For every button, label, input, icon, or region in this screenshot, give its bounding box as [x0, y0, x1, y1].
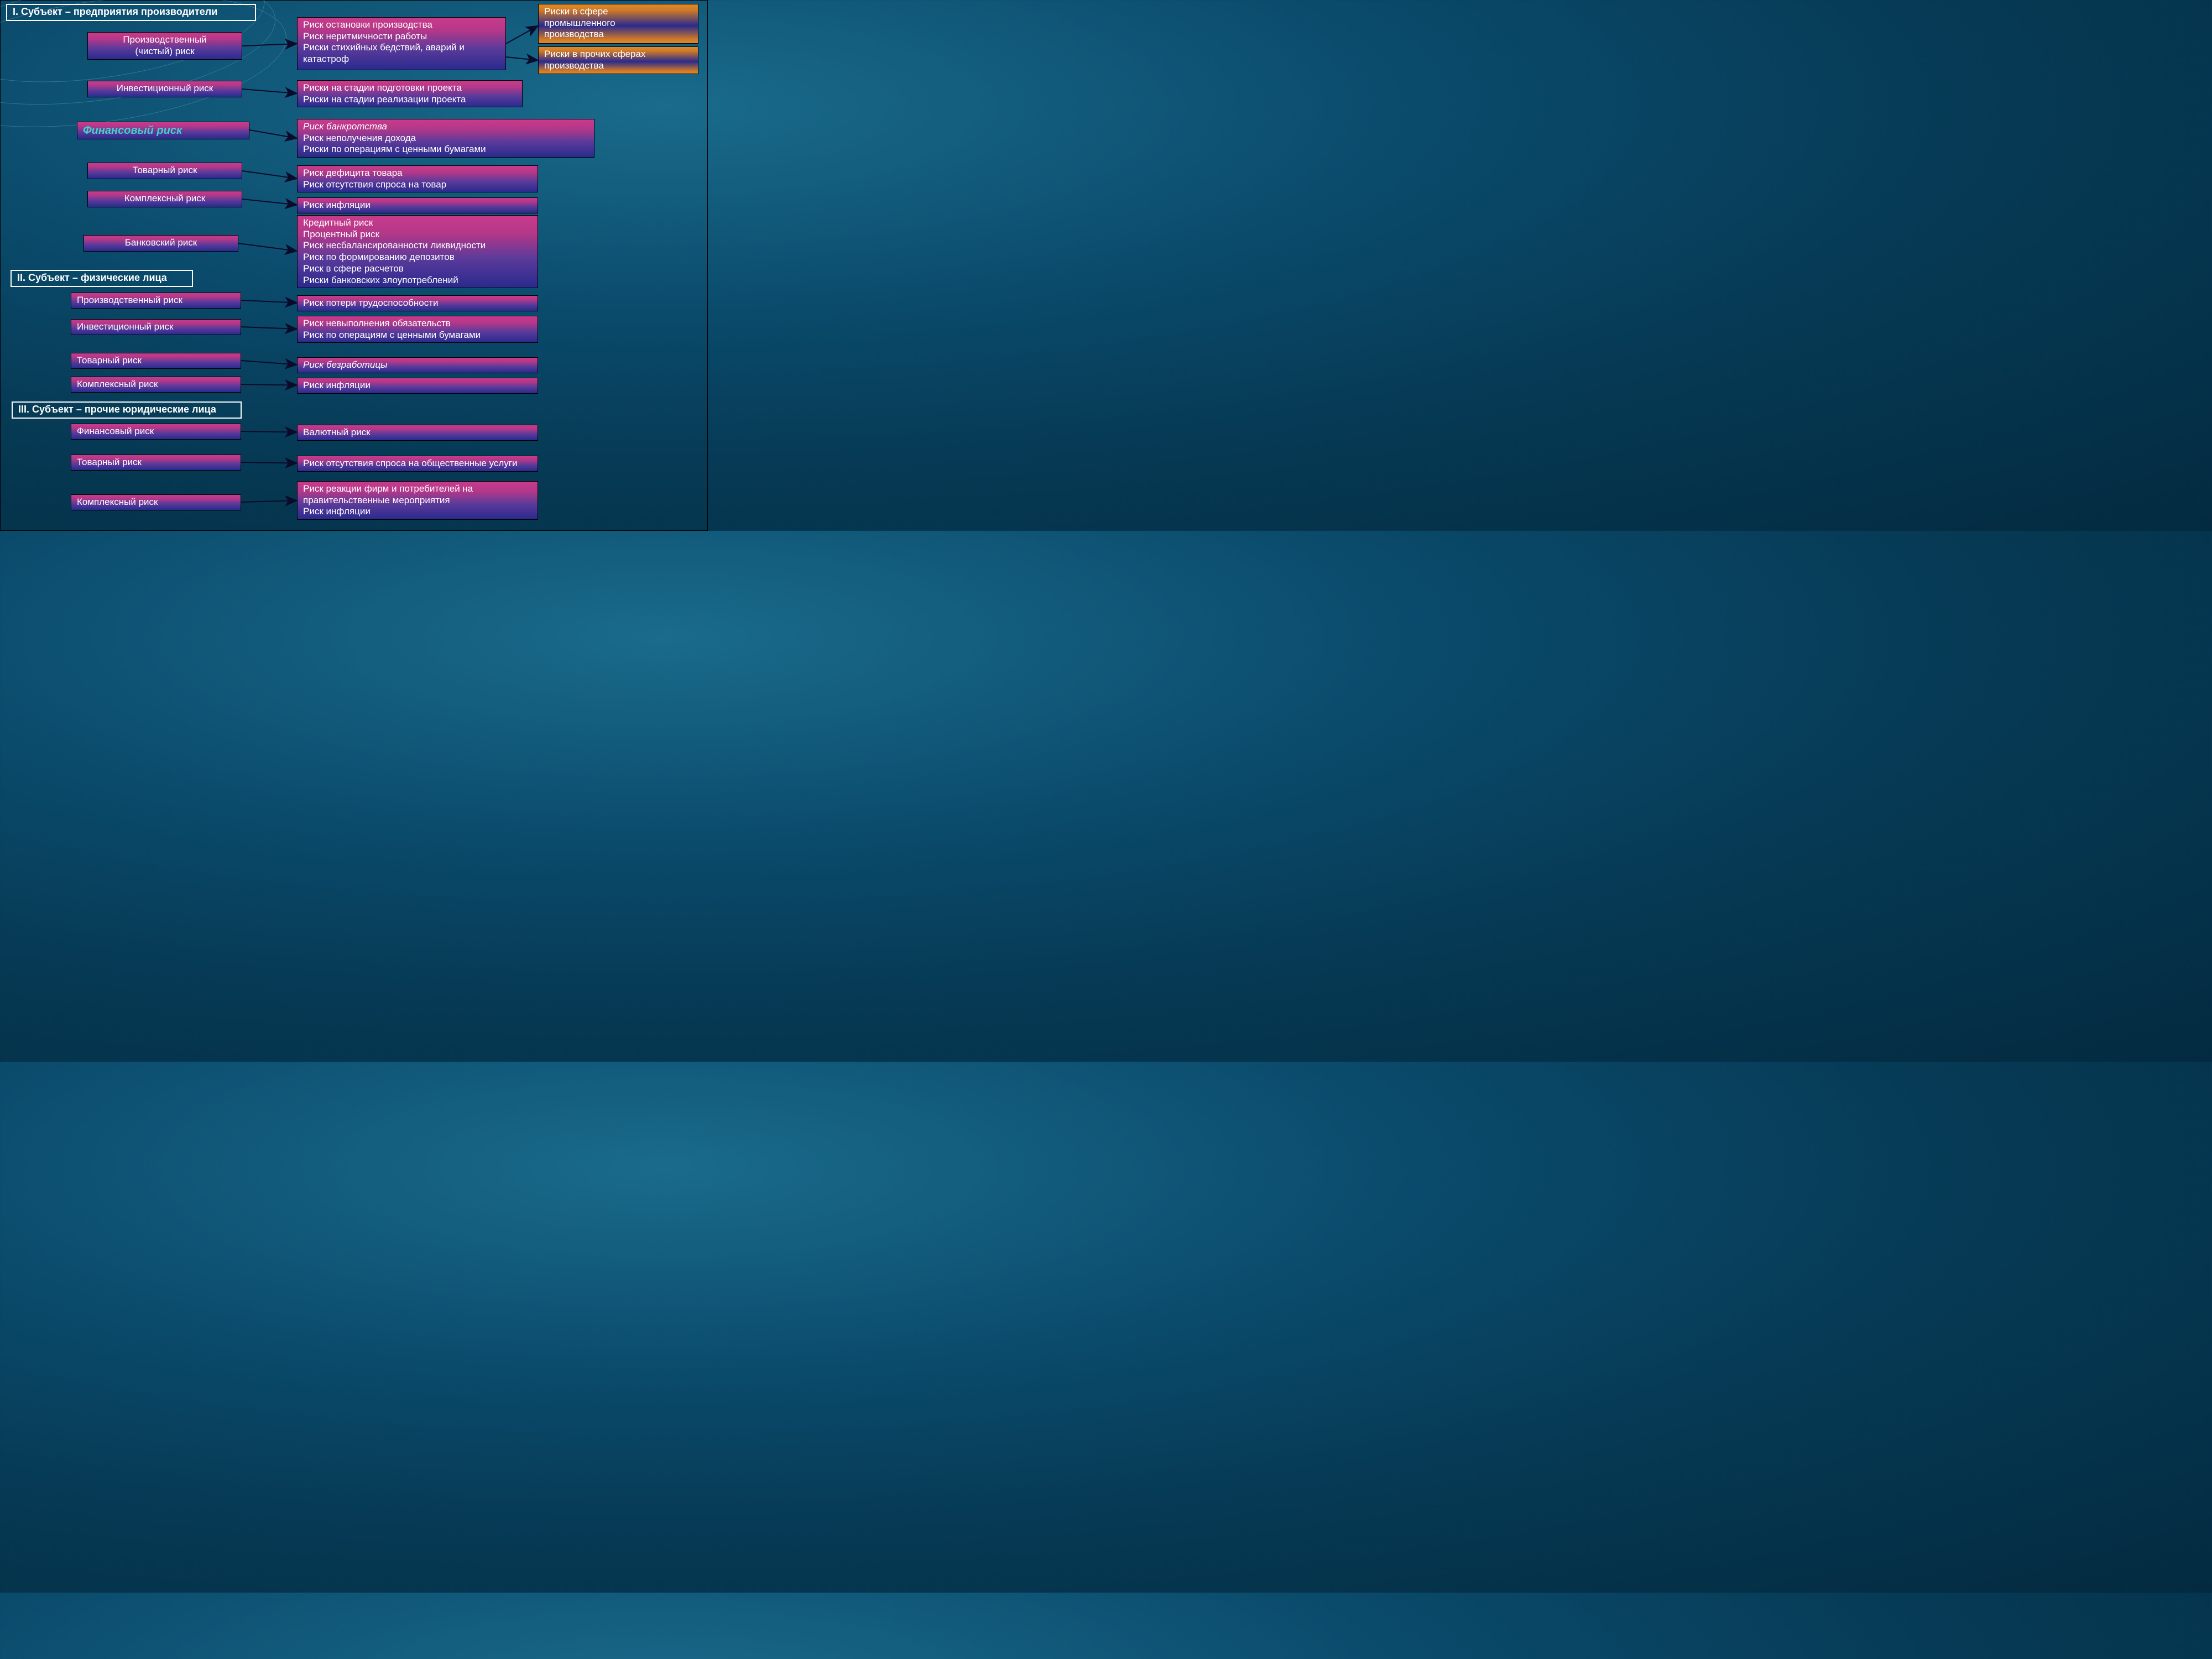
left-box-l_complex1: Комплексный риск [87, 191, 242, 207]
right-box-r_fin1: Риск банкротстваРиск неполучения доходаР… [297, 119, 594, 158]
right-box-r_fin1-line-1: Риск неполучения дохода [303, 133, 588, 144]
section-2-header: II. Субъект – физические лица [11, 270, 193, 287]
section-3-label: III. Субъект – прочие юридические лица [18, 404, 216, 415]
right-box-r_invest2-line-0: Риск невыполнения обязательств [303, 318, 532, 330]
right-box-r_bank1-line-3: Риск по формированию депозитов [303, 252, 532, 263]
left-box-l_invest2-line-0: Инвестиционный риск [77, 321, 235, 333]
left-box-l_tovar2-line-0: Товарный риск [77, 355, 235, 367]
left-box-l_complex2: Комплексный риск [71, 377, 241, 393]
left-box-l_prod2: Производственный риск [71, 293, 241, 309]
right-box-r_tovar1-line-0: Риск дефицита товара [303, 168, 532, 179]
left-box-l_tovar3-line-0: Товарный риск [77, 457, 235, 468]
right-box-r_bank1-line-5: Риски банковских злоупотреблений [303, 275, 532, 286]
orange-box-or2-line-1: производства [544, 60, 692, 72]
right-box-r_invest1-line-0: Риски на стадии подготовки проекта [303, 82, 517, 94]
left-box-l_prod1: Производственный(чистый) риск [87, 32, 242, 60]
right-box-r_complex1: Риск инфляции [297, 197, 538, 213]
arrow-14 [506, 57, 538, 60]
right-box-r_complex1-line-0: Риск инфляции [303, 200, 532, 211]
left-box-l_complex3: Комплексный риск [71, 494, 241, 510]
orange-box-or2: Риски в прочих сферахпроизводства [538, 46, 698, 74]
right-box-r_bank1-line-0: Кредитный риск [303, 217, 532, 229]
right-box-r_prod2-line-0: Риск потери трудоспособности [303, 298, 532, 309]
right-box-r_fin1-line-0: Риск банкротства [303, 121, 588, 133]
left-box-l_fin1: Финансовый риск [77, 122, 249, 139]
right-box-r_complex2-line-0: Риск инфляции [303, 380, 532, 392]
arrow-5 [238, 243, 297, 251]
orange-box-or2-line-0: Риски в прочих сферах [544, 49, 692, 60]
right-box-r_fin3: Валютный риск [297, 425, 538, 441]
right-box-r_tovar3: Риск отсутствия спроса на общественные у… [297, 456, 538, 472]
right-box-r_prod1-line-0: Риск остановки производства [303, 19, 500, 31]
left-box-l_fin3: Финансовый риск [71, 424, 241, 440]
right-box-r_bank1-line-2: Риск несбалансированности ликвидности [303, 240, 532, 252]
right-box-r_tovar2-line-0: Риск безработицы [303, 359, 532, 371]
section-1-header: I. Субъект – предприятия производители [6, 4, 256, 21]
arrow-13 [506, 26, 538, 44]
right-box-r_prod1-line-2: Риски стихийных бедствий, аварий и [303, 42, 500, 54]
orange-box-or1: Риски в сферепромышленногопроизводства [538, 4, 698, 44]
left-box-l_invest2: Инвестиционный риск [71, 319, 241, 335]
left-box-l_prod1-line-0: Производственный [93, 34, 236, 46]
arrow-9 [241, 384, 297, 385]
section-1-label: I. Субъект – предприятия производители [13, 6, 217, 17]
right-box-r_complex3-line-0: Риск реакции фирм и потребителей на [303, 483, 532, 495]
right-box-r_invest2-line-1: Риск по операциям с ценными бумагами [303, 330, 532, 341]
right-box-r_tovar2: Риск безработицы [297, 357, 538, 373]
arrow-0 [242, 44, 297, 46]
right-box-r_bank1: Кредитный рискПроцентный рискРиск несбал… [297, 215, 538, 288]
arrow-2 [249, 130, 297, 138]
right-box-r_prod2: Риск потери трудоспособности [297, 295, 538, 311]
right-box-r_complex3: Риск реакции фирм и потребителей направи… [297, 481, 538, 520]
right-box-r_tovar3-line-0: Риск отсутствия спроса на общественные у… [303, 458, 532, 469]
right-box-r_prod1-line-3: катастроф [303, 54, 500, 65]
left-box-l_tovar2: Товарный риск [71, 353, 241, 369]
left-box-l_complex3-line-0: Комплексный риск [77, 497, 235, 508]
arrow-12 [241, 500, 297, 502]
right-box-r_complex2: Риск инфляции [297, 378, 538, 394]
right-box-r_fin1-line-2: Риски по операциям с ценными бумагами [303, 144, 588, 155]
arrow-4 [242, 199, 297, 205]
left-box-l_invest1-line-0: Инвестиционный риск [93, 83, 236, 95]
right-box-r_fin3-line-0: Валютный риск [303, 427, 532, 439]
right-box-r_tovar1: Риск дефицита товараРиск отсутствия спро… [297, 165, 538, 192]
arrow-3 [242, 171, 297, 179]
arrow-1 [242, 89, 297, 93]
orange-box-or1-line-0: Риски в сфере [544, 6, 692, 18]
left-box-l_bank1-line-0: Банковский риск [90, 237, 232, 249]
right-box-r_prod1-line-1: Риск неритмичности работы [303, 31, 500, 43]
right-box-r_bank1-line-4: Риск в сфере расчетов [303, 263, 532, 275]
arrow-7 [241, 327, 297, 329]
arrow-10 [241, 431, 297, 432]
right-box-r_bank1-line-1: Процентный риск [303, 229, 532, 241]
left-box-l_complex2-line-0: Комплексный риск [77, 379, 235, 390]
arrow-8 [241, 361, 297, 365]
right-box-r_invest2: Риск невыполнения обязательствРиск по оп… [297, 316, 538, 343]
left-box-l_fin3-line-0: Финансовый риск [77, 426, 235, 437]
right-box-r_invest1-line-1: Риски на стадии реализации проекта [303, 94, 517, 106]
left-box-l_complex1-line-0: Комплексный риск [93, 193, 236, 205]
left-box-l_prod2-line-0: Производственный риск [77, 295, 235, 306]
right-box-r_tovar1-line-1: Риск отсутствия спроса на товар [303, 179, 532, 191]
orange-box-or1-line-1: промышленного [544, 18, 692, 29]
left-box-l_tovar3: Товарный риск [71, 455, 241, 471]
left-box-l_prod1-line-1: (чистый) риск [93, 46, 236, 58]
left-box-l_tovar1-line-0: Товарный риск [93, 165, 236, 176]
section-3-header: III. Субъект – прочие юридические лица [12, 401, 242, 419]
section-2-label: II. Субъект – физические лица [17, 272, 167, 283]
left-box-l_invest1: Инвестиционный риск [87, 81, 242, 97]
right-box-r_prod1: Риск остановки производстваРиск неритмич… [297, 17, 506, 70]
left-box-l_tovar1: Товарный риск [87, 163, 242, 179]
right-box-r_invest1: Риски на стадии подготовки проектаРиски … [297, 80, 523, 107]
right-box-r_complex3-line-2: Риск инфляции [303, 506, 532, 518]
right-box-r_complex3-line-1: правительственные мероприятия [303, 495, 532, 507]
arrow-6 [241, 300, 297, 303]
arrow-11 [241, 462, 297, 463]
left-box-l_fin1-line-0: Финансовый риск [83, 124, 243, 137]
left-box-l_bank1: Банковский риск [84, 235, 238, 252]
orange-box-or1-line-2: производства [544, 29, 692, 40]
